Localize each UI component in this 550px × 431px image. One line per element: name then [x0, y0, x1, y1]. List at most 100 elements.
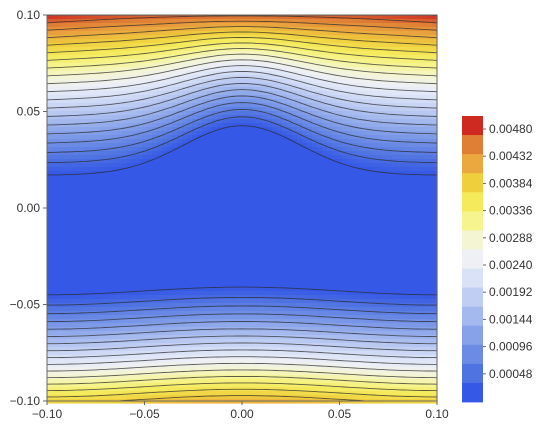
field-cell — [332, 135, 338, 140]
field-cell — [232, 255, 238, 260]
field-cell — [362, 107, 368, 112]
field-cell — [67, 103, 73, 108]
field-cell — [362, 259, 368, 264]
field-cell — [212, 111, 218, 116]
field-cell — [187, 195, 193, 200]
field-cell — [337, 87, 343, 92]
field-cell — [412, 31, 418, 36]
field-cell — [142, 239, 148, 244]
field-cell — [267, 63, 273, 68]
field-cell — [47, 247, 53, 252]
field-cell — [127, 195, 133, 200]
field-cell — [172, 55, 178, 60]
field-cell — [162, 75, 168, 80]
field-cell — [197, 239, 203, 244]
field-cell — [382, 59, 388, 64]
field-cell — [82, 27, 88, 32]
field-cell — [152, 183, 158, 188]
field-cell — [407, 175, 413, 180]
field-cell — [112, 143, 118, 148]
field-cell — [117, 243, 123, 248]
field-cell — [387, 131, 393, 136]
field-cell — [322, 107, 328, 112]
field-cell — [407, 27, 413, 32]
field-cell — [167, 187, 173, 192]
field-cell — [172, 139, 178, 144]
field-cell — [267, 127, 273, 132]
field-cell — [307, 183, 313, 188]
field-cell — [282, 195, 288, 200]
field-cell — [262, 251, 268, 256]
field-cell — [317, 19, 323, 24]
field-cell — [107, 55, 113, 60]
field-cell — [282, 123, 288, 128]
field-cell — [417, 123, 423, 128]
field-cell — [247, 155, 253, 160]
field-cell — [137, 191, 143, 196]
field-cell — [82, 71, 88, 76]
field-cell — [292, 239, 298, 244]
field-cell — [352, 119, 358, 124]
field-cell — [77, 63, 83, 68]
field-cell — [207, 211, 213, 216]
field-cell — [387, 243, 393, 248]
field-cell — [337, 107, 343, 112]
field-cell — [422, 59, 428, 64]
field-cell — [227, 87, 233, 92]
field-cell — [362, 87, 368, 92]
field-cell — [372, 19, 378, 24]
field-cell — [187, 227, 193, 232]
field-cell — [262, 211, 268, 216]
field-cell — [207, 167, 213, 172]
field-cell — [147, 195, 153, 200]
field-cell — [77, 23, 83, 28]
field-cell — [92, 143, 98, 148]
field-cell — [417, 39, 423, 44]
field-cell — [192, 263, 198, 268]
field-cell — [382, 31, 388, 36]
field-cell — [62, 211, 68, 216]
field-cell — [52, 211, 58, 216]
field-cell — [367, 219, 373, 224]
field-cell — [67, 259, 73, 264]
field-cell — [187, 239, 193, 244]
field-cell — [332, 87, 338, 92]
field-cell — [52, 227, 58, 232]
field-cell — [332, 219, 338, 224]
field-cell — [432, 91, 438, 96]
field-cell — [422, 171, 428, 176]
field-cell — [52, 135, 58, 140]
field-cell — [337, 163, 343, 168]
field-cell — [182, 51, 188, 56]
field-cell — [422, 211, 428, 216]
field-cell — [247, 171, 253, 176]
field-cell — [137, 243, 143, 248]
field-cell — [382, 43, 388, 48]
field-cell — [97, 171, 103, 176]
field-cell — [292, 23, 298, 28]
field-cell — [402, 247, 408, 252]
field-cell — [47, 235, 53, 240]
field-cell — [97, 15, 103, 20]
field-cell — [132, 199, 138, 204]
field-cell — [252, 143, 258, 148]
field-cell — [72, 155, 78, 160]
field-cell — [382, 75, 388, 80]
field-cell — [382, 175, 388, 180]
field-cell — [47, 119, 53, 124]
field-cell — [327, 259, 333, 264]
field-cell — [357, 179, 363, 184]
field-cell — [82, 211, 88, 216]
field-cell — [322, 235, 328, 240]
field-cell — [207, 239, 213, 244]
field-cell — [297, 235, 303, 240]
field-cell — [162, 231, 168, 236]
field-cell — [112, 107, 118, 112]
field-cell — [352, 223, 358, 228]
field-cell — [427, 143, 433, 148]
field-cell — [402, 195, 408, 200]
field-cell — [417, 67, 423, 72]
field-cell — [172, 59, 178, 64]
field-cell — [262, 215, 268, 220]
field-cell — [287, 199, 293, 204]
